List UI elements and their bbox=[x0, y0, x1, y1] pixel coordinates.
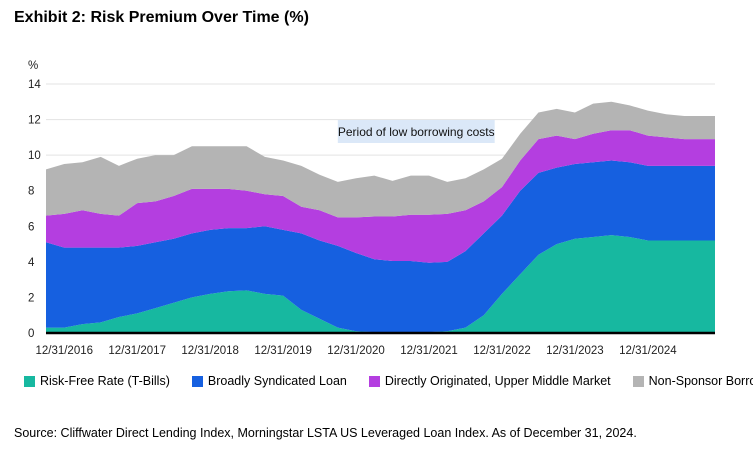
legend-item: Broadly Syndicated Loan bbox=[191, 374, 347, 388]
legend-label: Non-Sponsor Borrowers bbox=[648, 374, 753, 388]
y-tick-label: 14 bbox=[28, 79, 41, 91]
area-series-4 bbox=[46, 101, 715, 218]
annotation-label: Period of low borrowing costs bbox=[338, 125, 495, 139]
legend-swatch bbox=[24, 375, 35, 387]
legend-swatch bbox=[368, 375, 380, 387]
y-tick-label: 2 bbox=[28, 292, 34, 304]
y-tick-label: 6 bbox=[28, 221, 34, 233]
risk-premium-chart: 0 2 4 6 8 10 12 14% Period of low borrowing cost… bbox=[28, 60, 715, 357]
y-tick-label: 12 bbox=[28, 115, 41, 127]
x-tick-label: 12/31/2016 bbox=[35, 345, 93, 357]
chart-legend: Risk-Free Rate (T-Bills) Broadly Syndicat… bbox=[24, 374, 753, 388]
x-tick-label: 12/31/2021 bbox=[400, 345, 458, 357]
legend-item: Risk-Free Rate (T-Bills) bbox=[24, 374, 170, 388]
y-tick-label: 0 bbox=[28, 328, 34, 340]
y-tick-label: 8 bbox=[28, 186, 34, 198]
x-tick-label: 12/31/2017 bbox=[108, 345, 166, 357]
legend-swatch bbox=[191, 375, 203, 387]
annotation-box bbox=[337, 120, 495, 143]
x-tick-label: 12/31/2023 bbox=[546, 345, 604, 357]
chart-title: Exhibit 2: Risk Premium Over Time (%) bbox=[14, 9, 309, 26]
legend-label: Directly Originated, Upper Middle Market bbox=[384, 374, 611, 388]
area-series-2 bbox=[46, 160, 715, 333]
legend-swatch bbox=[632, 375, 644, 387]
x-tick-label: 12/31/2018 bbox=[181, 345, 239, 357]
y-tick-label: 4 bbox=[28, 257, 35, 269]
x-tick-label: 12/31/2024 bbox=[619, 345, 677, 357]
legend-item: Non-Sponsor Borrowers bbox=[632, 374, 753, 388]
legend-item: Directly Originated, Upper Middle Market bbox=[368, 374, 611, 388]
x-tick-label: 12/31/2019 bbox=[254, 345, 312, 357]
legend-label: Risk-Free Rate (T-Bills) bbox=[40, 374, 170, 388]
x-tick-label: 12/31/2022 bbox=[473, 345, 531, 357]
x-tick-label: 12/31/2020 bbox=[327, 345, 385, 357]
y-tick-label: 10 bbox=[28, 150, 41, 162]
legend-label: Broadly Syndicated Loan bbox=[207, 374, 347, 388]
y-unit-label: % bbox=[28, 60, 38, 72]
area-series-3 bbox=[46, 130, 715, 263]
area-series-1 bbox=[46, 235, 715, 333]
source-note: Source: Cliffwater Direct Lending Index,… bbox=[14, 426, 637, 440]
